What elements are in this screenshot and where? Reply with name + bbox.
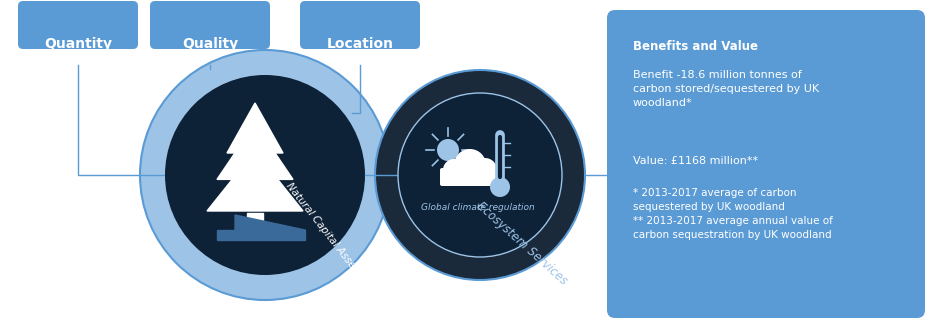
Text: Natural Capital Asset: Woodland: Natural Capital Asset: Woodland — [284, 181, 395, 319]
Circle shape — [472, 158, 496, 182]
Text: Ecosystem Services: Ecosystem Services — [473, 199, 569, 287]
Text: Location: Location — [326, 37, 393, 51]
Polygon shape — [217, 230, 304, 240]
Polygon shape — [247, 213, 263, 233]
Polygon shape — [217, 124, 292, 179]
Polygon shape — [207, 151, 303, 211]
FancyBboxPatch shape — [149, 1, 270, 49]
Circle shape — [436, 139, 458, 161]
Text: Quantity: Quantity — [44, 37, 112, 51]
Polygon shape — [226, 103, 283, 153]
Text: Global climate regulation: Global climate regulation — [420, 202, 535, 212]
Circle shape — [489, 177, 509, 197]
Text: Value: £1168 million**: Value: £1168 million** — [632, 156, 757, 166]
Polygon shape — [235, 215, 304, 240]
FancyBboxPatch shape — [300, 1, 419, 49]
FancyBboxPatch shape — [18, 1, 138, 49]
Text: * 2013-2017 average of carbon
sequestered by UK woodland
** 2013-2017 average an: * 2013-2017 average of carbon sequestere… — [632, 188, 832, 240]
Circle shape — [443, 159, 465, 181]
FancyBboxPatch shape — [440, 168, 499, 186]
Circle shape — [454, 149, 485, 181]
Circle shape — [165, 75, 365, 275]
FancyBboxPatch shape — [606, 10, 924, 318]
Text: Benefit -18.6 million tonnes of
carbon stored/sequestered by UK
woodland*: Benefit -18.6 million tonnes of carbon s… — [632, 70, 818, 108]
Circle shape — [375, 70, 585, 280]
Circle shape — [397, 93, 561, 257]
Text: Benefits and Value: Benefits and Value — [632, 40, 757, 53]
Text: Quality: Quality — [182, 37, 238, 51]
Circle shape — [140, 50, 390, 300]
